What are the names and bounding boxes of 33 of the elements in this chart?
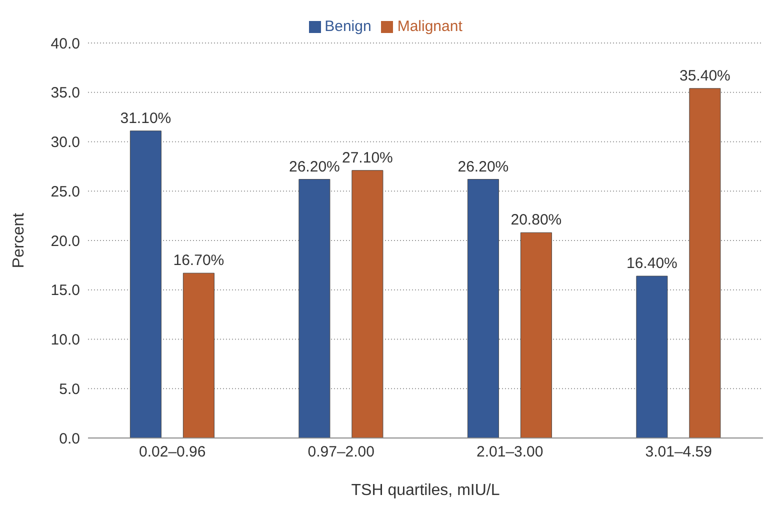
y-tick-label: 40.0 xyxy=(50,35,80,52)
x-tick-label: 0.97–2.00 xyxy=(308,444,374,461)
y-tick-label: 35.0 xyxy=(50,84,80,102)
x-tick-label: 3.01–4.59 xyxy=(645,444,712,461)
bar xyxy=(298,179,330,438)
y-tick-label: 5.0 xyxy=(59,380,80,398)
y-tick-label: 0.0 xyxy=(59,430,80,448)
bar xyxy=(352,170,384,438)
data-label: 27.10% xyxy=(342,149,393,166)
data-label: 26.20% xyxy=(289,158,340,176)
x-tick-label: 2.01–3.00 xyxy=(476,444,544,461)
data-label: 31.10% xyxy=(120,110,172,127)
y-tick-label: 30.0 xyxy=(50,134,80,152)
y-tick-label: 15.0 xyxy=(50,282,80,300)
data-label: 35.40% xyxy=(680,67,730,84)
bar xyxy=(467,179,499,438)
bar xyxy=(520,232,552,438)
data-label: 26.20% xyxy=(458,158,509,176)
x-axis-title: TSH quartiles, mIU/L xyxy=(351,482,500,499)
y-tick-label: 25.0 xyxy=(50,183,80,200)
data-label: 20.80% xyxy=(510,212,562,229)
data-label: 16.40% xyxy=(626,255,678,272)
y-axis-title: Percent xyxy=(10,212,28,268)
bar xyxy=(130,130,162,438)
data-label: 16.70% xyxy=(173,252,224,270)
x-tick-label: 0.02–0.96 xyxy=(139,444,206,461)
bar xyxy=(636,276,668,438)
bar xyxy=(182,272,214,438)
bar xyxy=(689,88,721,438)
legend-label: Benign xyxy=(324,18,372,35)
y-tick-label: 10.0 xyxy=(50,332,80,349)
legend-label: Malignant xyxy=(397,18,462,35)
y-tick-label: 20.0 xyxy=(50,232,80,250)
